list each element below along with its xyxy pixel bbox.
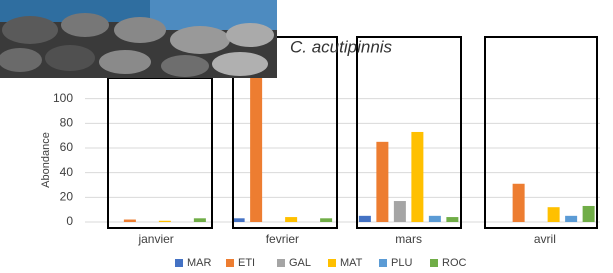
bar [429, 216, 441, 222]
bar [194, 218, 206, 222]
x-tick-label: avril [534, 232, 556, 246]
bar [446, 217, 458, 222]
pebble [212, 52, 268, 76]
bar [411, 132, 423, 222]
legend-label: ROC [442, 257, 467, 269]
legend-swatch [226, 259, 234, 267]
bar [513, 184, 525, 222]
y-tick-label: 80 [60, 116, 74, 130]
legend-label: ETI [238, 257, 255, 269]
chart-title: C. acutipinnis [290, 37, 393, 56]
pebble [99, 50, 151, 74]
pebble [45, 45, 95, 71]
x-tick-label: janvier [137, 232, 173, 246]
pebble [170, 26, 230, 54]
pebble [161, 55, 209, 77]
bar [565, 216, 577, 222]
y-axis-label: Abondance [40, 132, 52, 188]
pebble [2, 16, 58, 44]
bar [159, 221, 171, 222]
pebble [0, 48, 42, 72]
legend-swatch [430, 259, 438, 267]
bar [376, 142, 388, 222]
y-tick-label: 60 [60, 140, 74, 154]
y-tick-label: 20 [60, 190, 74, 204]
bar [548, 207, 560, 222]
x-tick-label: fevrier [266, 232, 299, 246]
bar [583, 206, 595, 222]
pebble [226, 23, 274, 47]
x-tick-label: mars [395, 232, 422, 246]
y-tick-label: 100 [53, 91, 73, 105]
legend-swatch [277, 259, 285, 267]
legend-label: MAR [187, 257, 212, 269]
legend-label: MAT [340, 257, 363, 269]
bar [285, 217, 297, 222]
pebble [114, 17, 166, 43]
legend-swatch [175, 259, 183, 267]
bar [124, 220, 136, 222]
photo [0, 0, 277, 78]
legend-swatch [379, 259, 387, 267]
legend-label: PLU [391, 257, 412, 269]
bar [394, 201, 406, 222]
bar [359, 216, 371, 222]
pebble [61, 13, 109, 37]
bar [250, 76, 262, 222]
y-tick-label: 0 [66, 214, 73, 228]
chart: 0 20 40 60 80 100 janvier fevrier mars avril C. a… [0, 0, 613, 273]
legend-label: GAL [289, 257, 311, 269]
legend-swatch [328, 259, 336, 267]
bar [320, 218, 332, 222]
bar [233, 218, 245, 222]
y-tick-label: 40 [60, 165, 74, 179]
